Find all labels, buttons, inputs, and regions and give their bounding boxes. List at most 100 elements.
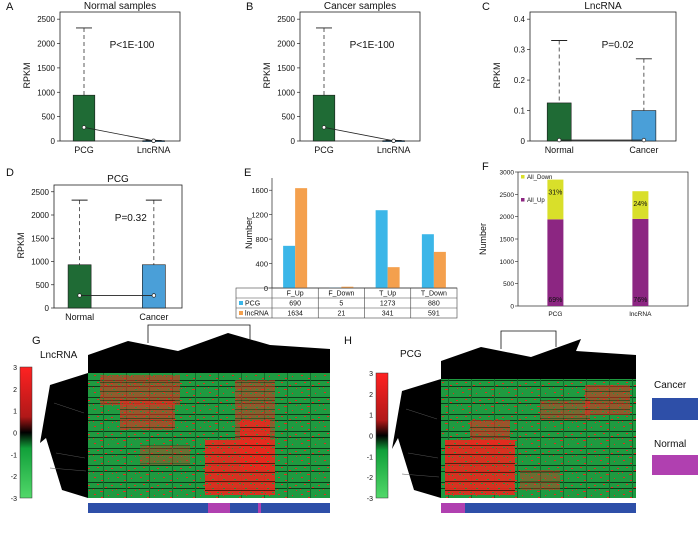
segment-percent-label: 31% — [548, 190, 562, 197]
mean-point — [81, 125, 87, 130]
y-tick-label: 2000 — [500, 214, 515, 221]
legend-label: All_Up — [527, 198, 545, 204]
table-frame — [235, 287, 458, 319]
y-axis-label: RPKM — [262, 62, 272, 88]
legend-swatch — [521, 198, 525, 202]
y-tick-label: 2000 — [277, 40, 295, 49]
plot-frame — [529, 11, 677, 142]
sample-bar-normal — [208, 503, 230, 513]
x-tick-label: PCG — [314, 145, 334, 155]
segment-percent-label: 76% — [633, 297, 647, 304]
table-cell: 5 — [339, 301, 343, 308]
box — [142, 264, 166, 309]
p-value-annotation: P=0.32 — [115, 213, 147, 224]
panel-letter: C — [482, 1, 490, 13]
box — [72, 94, 96, 142]
x-tick-label: Cancer — [629, 145, 658, 155]
panel-letter: B — [246, 1, 253, 13]
table-cell: 21 — [337, 311, 345, 318]
y-tick-label: 800 — [255, 235, 268, 244]
heatmap-high-region — [520, 470, 560, 490]
mean-line — [323, 126, 394, 142]
heatmap-high-region — [470, 420, 510, 445]
panel-letter: G — [32, 335, 41, 347]
legend-swatch-normal — [652, 455, 698, 475]
y-tick-label: 3000 — [500, 170, 515, 177]
x-tick-label: LncRNA — [137, 145, 171, 155]
table-series-name: PCG — [245, 301, 260, 308]
mean-line — [83, 126, 154, 142]
mean-point — [641, 137, 647, 143]
panel-letter: A — [6, 1, 14, 13]
y-axis-label: RPKM — [16, 232, 26, 258]
row-dendrogram-branches — [49, 402, 87, 472]
box — [312, 94, 336, 142]
plot-frame — [53, 184, 183, 309]
mean-point — [391, 138, 396, 143]
y-tick-label: 0 — [51, 137, 56, 146]
colorbar-tick-label: -1 — [367, 454, 373, 461]
colorbar-tick-label: 3 — [13, 365, 17, 372]
y-tick-label: 2500 — [277, 15, 295, 24]
y-tick-label: 2000 — [37, 40, 55, 49]
y-tick-label: 2500 — [31, 188, 49, 197]
x-tick-label: Normal — [65, 312, 94, 322]
legend-label-normal: Normal — [654, 439, 686, 450]
colorbar-tick-label: -3 — [367, 496, 373, 503]
y-tick-label: 0.3 — [514, 46, 526, 55]
table-header-cell: F_Down — [328, 291, 354, 298]
y-axis-label: Number — [244, 217, 254, 249]
plot-frame — [517, 171, 689, 307]
bar-t-down-pcg — [421, 234, 434, 288]
colorbar-tick-label: 2 — [13, 387, 17, 394]
colorbar-tick-label: -1 — [11, 452, 17, 459]
panel-e: E 0 400 800 1200 1600 Number F_Up F_Down T_Up T_Do… — [235, 167, 458, 319]
y-tick-label: 2000 — [31, 211, 49, 220]
table-series-name: lncRNA — [245, 311, 269, 318]
x-tick-label: PCG — [548, 311, 562, 318]
table-cell: 1634 — [287, 311, 303, 318]
heatmap-high-region — [140, 445, 190, 465]
y-axis-label: Number — [478, 223, 488, 255]
heatmap-high-region — [120, 400, 175, 430]
heatmap-high-region — [445, 440, 515, 495]
x-tick-label: PCG — [74, 145, 94, 155]
panel-letter: D — [6, 167, 14, 179]
panel-g: G LncRNA 3 2 1 0 -1 -2 -3 — [11, 324, 330, 513]
y-tick-label: 0.1 — [514, 107, 526, 116]
p-value-annotation: P<1E-100 — [110, 40, 155, 51]
panel-b: B Cancer samples 0 500 1000 1500 2000 2500 RPKM P… — [246, 1, 421, 155]
panel-letter: H — [344, 335, 352, 347]
sample-bar-cancer — [441, 503, 636, 513]
table-legend-swatch — [239, 311, 243, 315]
y-tick-label: 1000 — [31, 258, 49, 267]
colorbar-tick-label: 1 — [369, 413, 373, 420]
mean-point — [151, 293, 156, 298]
bar-f-down-lncrna — [341, 286, 354, 288]
p-value-annotation: P<1E-100 — [350, 40, 395, 51]
panel-c: C LncRNA 0 0.1 0.2 0.3 0.4 RPKM Normal Cancer P=0.… — [482, 1, 677, 155]
heatmap-high-region — [240, 420, 270, 470]
y-tick-label: 2500 — [500, 192, 515, 199]
mean-point — [557, 137, 562, 143]
y-axis-label: RPKM — [22, 62, 32, 88]
y-tick-label: 1500 — [31, 234, 49, 243]
column-dendrogram — [441, 339, 636, 379]
panel-d: D PCG 0 500 1000 1500 2000 2500 RPKM Normal Cancer… — [6, 167, 183, 322]
colorbar — [19, 366, 33, 499]
heatmap-high-region — [585, 385, 630, 415]
panel-letter: E — [244, 167, 251, 179]
segment-percent-label: 69% — [548, 297, 562, 304]
segment-percent-label: 24% — [633, 201, 647, 208]
legend: All_Down All_Up — [521, 175, 552, 204]
panel-a: A Normal samples 0 500 1000 1500 2000 2500 RPKM P… — [6, 1, 181, 155]
mean-point — [77, 293, 82, 298]
mean-point — [321, 125, 327, 130]
y-tick-label: 1000 — [277, 88, 295, 97]
bar-f-up-lncrna — [295, 188, 308, 288]
stack-segment-all-down — [632, 191, 649, 219]
y-tick-label: 1000 — [500, 259, 515, 266]
row-dendrogram — [40, 373, 88, 498]
panel-title: PCG — [107, 174, 129, 185]
